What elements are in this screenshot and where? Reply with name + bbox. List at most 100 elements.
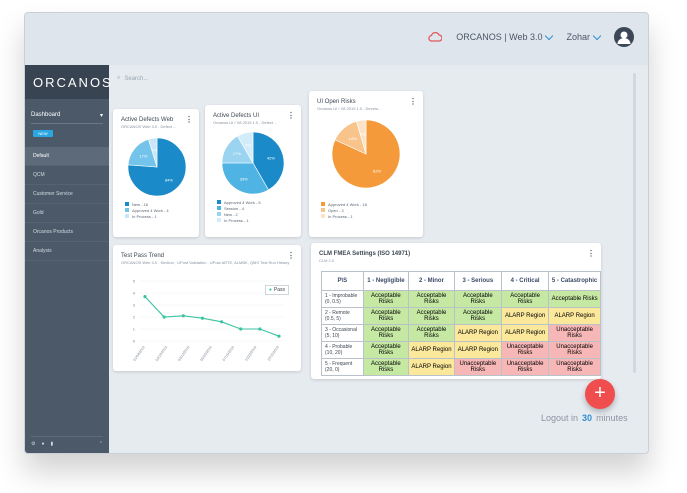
bell-icon[interactable]: ● bbox=[41, 441, 45, 447]
legend-item: In Process - 1 bbox=[125, 213, 169, 219]
data-point[interactable] bbox=[200, 316, 205, 320]
legend-marker: ● bbox=[268, 287, 272, 293]
risk-cell: ALARP Region bbox=[408, 341, 455, 359]
risk-cell: ALARP Region bbox=[453, 341, 502, 359]
cloud-icon[interactable] bbox=[428, 32, 443, 42]
row-header: 1 - Improbable (0, 0.5) bbox=[321, 290, 364, 308]
pie-slice[interactable] bbox=[252, 131, 285, 191]
kebab-menu-icon[interactable]: ⋮ bbox=[287, 111, 295, 120]
data-point[interactable] bbox=[219, 320, 224, 324]
column-header: 4 - Critical bbox=[500, 271, 550, 291]
column-header: 2 - Minor bbox=[408, 271, 455, 291]
top-right-controls: ORCANOS | Web 3.0 Zohar bbox=[428, 27, 634, 47]
new-button[interactable]: NEW bbox=[33, 130, 53, 137]
pie-data-label: 17% bbox=[139, 154, 147, 159]
pie-slice[interactable] bbox=[237, 131, 254, 165]
risk-cell: ALARP Region bbox=[453, 324, 502, 342]
legend: Approved 4 Work - 18 Open - 3 In Process… bbox=[321, 201, 367, 219]
legend-label: Pass bbox=[273, 287, 285, 293]
risk-cell: Acceptable Risks bbox=[362, 290, 410, 308]
pie-slice[interactable] bbox=[221, 162, 269, 195]
search-bar[interactable]: ⌕ Search... bbox=[117, 75, 148, 82]
table-row: 5 - Frequent (20, 0) Acceptable Risks ALAR… bbox=[321, 358, 601, 376]
card-subtitle: Orcanos UI / V8 2019 1.0 , Defect ... bbox=[213, 120, 278, 125]
risk-cell: Acceptable Risks bbox=[408, 307, 455, 325]
risk-cell: ALARP Region bbox=[548, 307, 601, 325]
legend-item: New - 2 bbox=[217, 211, 261, 217]
risk-cell: Unacceptable Risks bbox=[453, 358, 502, 376]
card-title: Test Pass Trend bbox=[121, 253, 165, 259]
row-header: 5 - Frequent (20, 0) bbox=[321, 358, 364, 376]
sidebar-footer: ⚙ ● ▮ ⌃ bbox=[31, 436, 103, 447]
table-row: 2 - Remote (0.5, 5) Acceptable Risks Accep… bbox=[321, 307, 601, 325]
pie-slice[interactable] bbox=[356, 119, 367, 155]
card-subtitle: Orcanos UI / V8 2019 1.0 , Develo... bbox=[317, 106, 382, 111]
card-active-defects-web: Active Defects Web ORCANOS Web 3.0 , Def… bbox=[113, 109, 199, 237]
column-header: 5 - Catastrophic bbox=[548, 271, 601, 291]
legend-item: Approved 4 Work - 5 bbox=[217, 199, 261, 205]
logout-minutes: 30 bbox=[582, 413, 593, 423]
chevron-down-icon bbox=[545, 31, 554, 40]
data-point[interactable] bbox=[181, 314, 185, 318]
risk-cell: Unacceptable Risks bbox=[500, 341, 550, 359]
card-title: Active Defects UI bbox=[213, 113, 260, 119]
add-fab-button[interactable]: + bbox=[585, 379, 615, 409]
search-input[interactable]: Search... bbox=[124, 75, 149, 82]
sidebar-item-orcanos-products[interactable]: Orcanos Products bbox=[25, 223, 109, 242]
kebab-menu-icon[interactable]: ⋮ bbox=[185, 115, 193, 124]
x-tick-label: 01/04/2019 bbox=[132, 345, 145, 362]
risk-cell: Acceptable Risks bbox=[548, 290, 601, 308]
settings-icon[interactable]: ⚙ bbox=[31, 441, 36, 447]
pie-slice[interactable] bbox=[148, 137, 158, 168]
risk-cell: Unacceptable Risks bbox=[548, 341, 601, 359]
row-header: 2 - Remote (0.5, 5) bbox=[321, 307, 364, 325]
table-header-row: P\S 1 - Negligible 2 - Minor 3 - Serious… bbox=[321, 271, 601, 291]
data-point[interactable] bbox=[162, 315, 166, 319]
collapse-icon[interactable]: ⌃ bbox=[98, 441, 103, 447]
avatar-icon[interactable] bbox=[614, 27, 634, 47]
project-selector[interactable]: Dashboard ▾ bbox=[31, 107, 103, 124]
search-icon: ⌕ bbox=[117, 75, 121, 81]
version-selector[interactable]: ORCANOS | Web 3.0 bbox=[456, 31, 554, 42]
data-point[interactable] bbox=[239, 327, 243, 331]
table-corner: P\S bbox=[321, 271, 364, 291]
help-icon[interactable]: ▮ bbox=[50, 441, 54, 447]
kebab-menu-icon[interactable]: ⋮ bbox=[587, 249, 595, 258]
data-point[interactable] bbox=[258, 327, 262, 331]
sidebar-item-gold[interactable]: Gold bbox=[25, 204, 109, 223]
sidebar-item-analysis[interactable]: Analysis bbox=[25, 242, 109, 261]
risk-cell: Unacceptable Risks bbox=[500, 358, 550, 376]
scrollbar[interactable] bbox=[633, 73, 636, 373]
data-point[interactable] bbox=[143, 295, 147, 299]
top-bar: ORCANOS | Web 3.0 Zohar bbox=[25, 13, 648, 65]
x-tick-label: 12/15/2019 bbox=[266, 345, 279, 362]
pie-chart-defects-ui: 42% 33% 17% 8% bbox=[221, 131, 285, 195]
sidebar-item-customer-service[interactable]: Customer Service bbox=[25, 185, 109, 204]
card-clm-fmea: CLM FMEA Settings (ISO 14971) CLM 2.0 ⋮ … bbox=[311, 243, 601, 379]
kebab-menu-icon[interactable]: ⋮ bbox=[287, 251, 295, 260]
pie-data-label: 14% bbox=[349, 136, 357, 141]
x-tick-label: 05/22/2019 bbox=[199, 345, 212, 362]
sidebar-item-default[interactable]: Default bbox=[25, 147, 109, 166]
pie-data-label: 82% bbox=[373, 169, 381, 174]
sidebar-item-qcm[interactable]: QCM bbox=[25, 166, 109, 185]
legend-item: In Process - 1 bbox=[321, 213, 367, 219]
sidebar-nav: Default QCM Customer Service Gold Orcano… bbox=[25, 147, 109, 261]
y-tick-label: 2 bbox=[133, 315, 136, 320]
risk-cell: Unacceptable Risks bbox=[548, 358, 601, 376]
card-subtitle: ORCANOS Web 3.0 , Defect ... bbox=[121, 124, 177, 129]
risk-cell: Acceptable Risks bbox=[453, 290, 502, 308]
column-header: 3 - Serious bbox=[453, 271, 502, 291]
legend-item: Approved 4 Work - 18 bbox=[321, 201, 367, 207]
card-title: UI Open Risks bbox=[317, 99, 356, 105]
row-header: 4 - Probable (10, 20) bbox=[321, 341, 364, 359]
y-tick-label: 0 bbox=[133, 339, 136, 344]
app-logo: ORCANOS bbox=[25, 65, 111, 99]
table-row: 3 - Occasional (5, 10) Acceptable Risks Ac… bbox=[321, 324, 601, 342]
user-menu[interactable]: Zohar bbox=[566, 31, 602, 42]
data-point[interactable] bbox=[277, 334, 281, 338]
version-label: ORCANOS | Web 3.0 bbox=[456, 32, 543, 42]
kebab-menu-icon[interactable]: ⋮ bbox=[409, 97, 417, 106]
risk-cell: Acceptable Risks bbox=[362, 358, 410, 376]
series-line-pass bbox=[144, 296, 280, 337]
